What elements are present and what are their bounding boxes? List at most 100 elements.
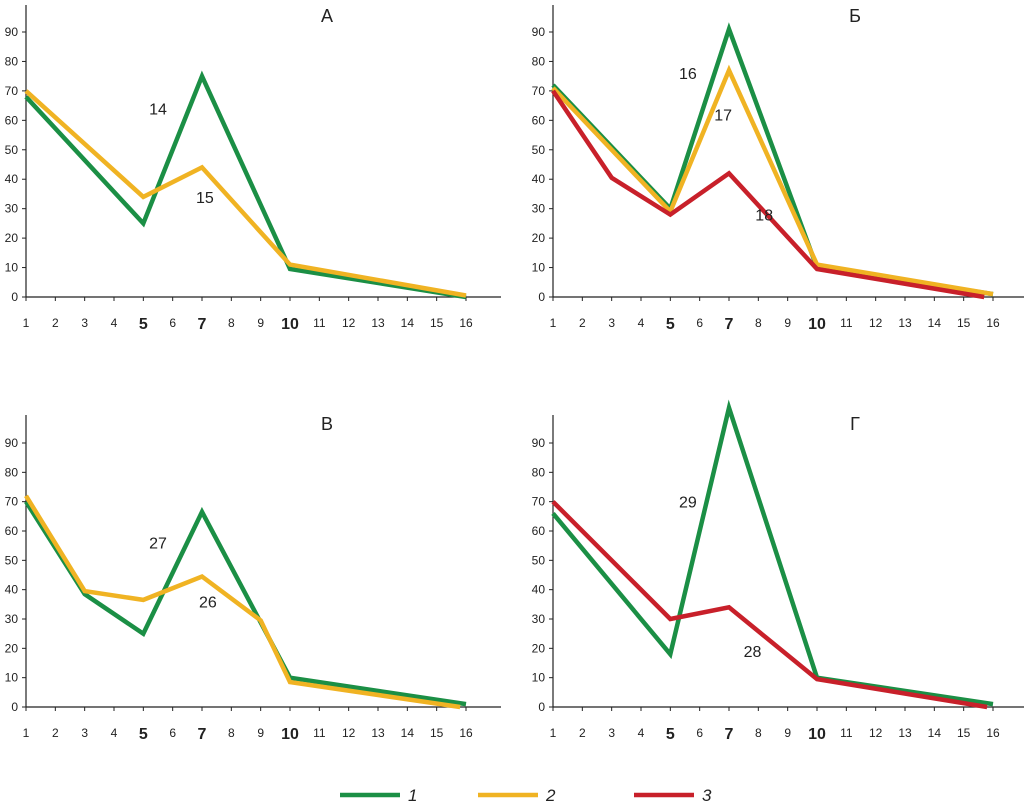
x-tick-label: 15 [957, 316, 971, 330]
x-tick-label: 13 [898, 316, 912, 330]
y-tick-label: 80 [5, 54, 19, 68]
x-tick-label: 10 [281, 316, 299, 333]
x-tick-label: 8 [755, 726, 762, 740]
y-tick-label: 30 [532, 612, 546, 626]
x-tick-label: 4 [111, 726, 118, 740]
y-tick-label: 10 [532, 261, 546, 275]
x-tick-label: 2 [579, 726, 586, 740]
y-tick-label: 20 [532, 231, 546, 245]
series-annotation: 28 [744, 644, 762, 661]
series-line-1 [24, 500, 467, 707]
y-tick-label: 40 [532, 172, 546, 186]
y-tick-label: 50 [532, 143, 546, 157]
y-tick-label: 10 [5, 671, 19, 685]
x-tick-label: 2 [579, 316, 586, 330]
x-tick-label: 11 [313, 316, 326, 330]
x-tick-label: 7 [725, 726, 734, 743]
x-tick-label: 7 [198, 726, 207, 743]
y-tick-label: 60 [5, 524, 19, 538]
y-tick-label: 60 [5, 113, 19, 127]
series-annotation: 17 [714, 107, 732, 124]
panel-title: Г [850, 414, 860, 434]
y-tick-label: 0 [538, 290, 545, 304]
y-tick-label: 90 [5, 436, 19, 450]
panel-title: В [321, 414, 333, 434]
x-tick-label: 13 [371, 726, 385, 740]
legend-label-1: 1 [408, 786, 417, 805]
y-tick-label: 60 [532, 113, 546, 127]
x-tick-label: 14 [401, 316, 415, 330]
y-tick-label: 80 [532, 54, 546, 68]
y-tick-label: 50 [5, 143, 19, 157]
y-tick-label: 50 [532, 553, 546, 567]
x-tick-label: 4 [638, 316, 645, 330]
y-tick-label: 0 [11, 700, 18, 714]
x-tick-label: 13 [371, 316, 385, 330]
y-tick-label: 10 [532, 671, 546, 685]
x-tick-label: 1 [23, 316, 30, 330]
x-tick-label: 16 [459, 726, 473, 740]
x-tick-label: 15 [430, 726, 444, 740]
y-tick-label: 90 [532, 436, 546, 450]
x-tick-label: 13 [898, 726, 912, 740]
x-tick-label: 5 [139, 316, 148, 333]
x-tick-label: 11 [313, 726, 326, 740]
y-tick-label: 0 [538, 700, 545, 714]
y-tick-label: 60 [532, 524, 546, 538]
x-tick-label: 8 [228, 316, 235, 330]
x-tick-label: 16 [986, 726, 1000, 740]
x-tick-label: 7 [725, 316, 734, 333]
series-line-2 [24, 494, 461, 710]
x-tick-label: 10 [808, 316, 826, 333]
y-tick-label: 20 [5, 231, 19, 245]
series-annotation: 14 [149, 101, 167, 118]
x-tick-label: 5 [666, 726, 675, 743]
x-tick-label: 10 [808, 726, 826, 743]
y-tick-label: 0 [11, 290, 18, 304]
series-line-1 [24, 70, 467, 300]
x-tick-label: 6 [696, 316, 703, 330]
y-tick-label: 40 [5, 583, 19, 597]
x-tick-label: 6 [696, 726, 703, 740]
y-tick-label: 90 [5, 25, 19, 39]
y-tick-label: 30 [5, 202, 19, 216]
y-tick-label: 40 [5, 172, 19, 186]
y-tick-label: 80 [5, 465, 19, 479]
y-tick-label: 30 [5, 612, 19, 626]
x-tick-label: 12 [869, 726, 883, 740]
x-tick-label: 9 [784, 726, 791, 740]
x-tick-label: 12 [869, 316, 883, 330]
x-tick-label: 1 [550, 726, 557, 740]
x-tick-label: 6 [169, 726, 176, 740]
x-tick-label: 11 [840, 316, 853, 330]
x-tick-label: 7 [198, 316, 207, 333]
y-tick-label: 70 [532, 495, 546, 509]
x-tick-label: 16 [459, 316, 473, 330]
x-tick-label: 16 [986, 316, 1000, 330]
series-annotation: 16 [679, 66, 697, 83]
x-tick-label: 12 [342, 726, 356, 740]
x-tick-label: 3 [608, 316, 615, 330]
x-tick-label: 2 [52, 316, 59, 330]
y-tick-label: 70 [5, 495, 19, 509]
series-annotation: 27 [149, 536, 167, 553]
y-tick-label: 20 [532, 641, 546, 655]
x-tick-label: 12 [342, 316, 356, 330]
x-tick-label: 11 [840, 726, 853, 740]
x-tick-label: 3 [608, 726, 615, 740]
y-tick-label: 40 [532, 583, 546, 597]
x-tick-label: 3 [81, 726, 88, 740]
x-tick-label: 4 [111, 316, 118, 330]
y-tick-label: 30 [532, 202, 546, 216]
y-tick-label: 70 [5, 84, 19, 98]
x-tick-label: 1 [550, 316, 557, 330]
y-tick-label: 90 [532, 25, 546, 39]
series-line-2 [551, 64, 994, 297]
x-tick-label: 14 [401, 726, 415, 740]
x-tick-label: 6 [169, 316, 176, 330]
x-tick-label: 9 [257, 726, 264, 740]
x-tick-label: 14 [928, 316, 942, 330]
